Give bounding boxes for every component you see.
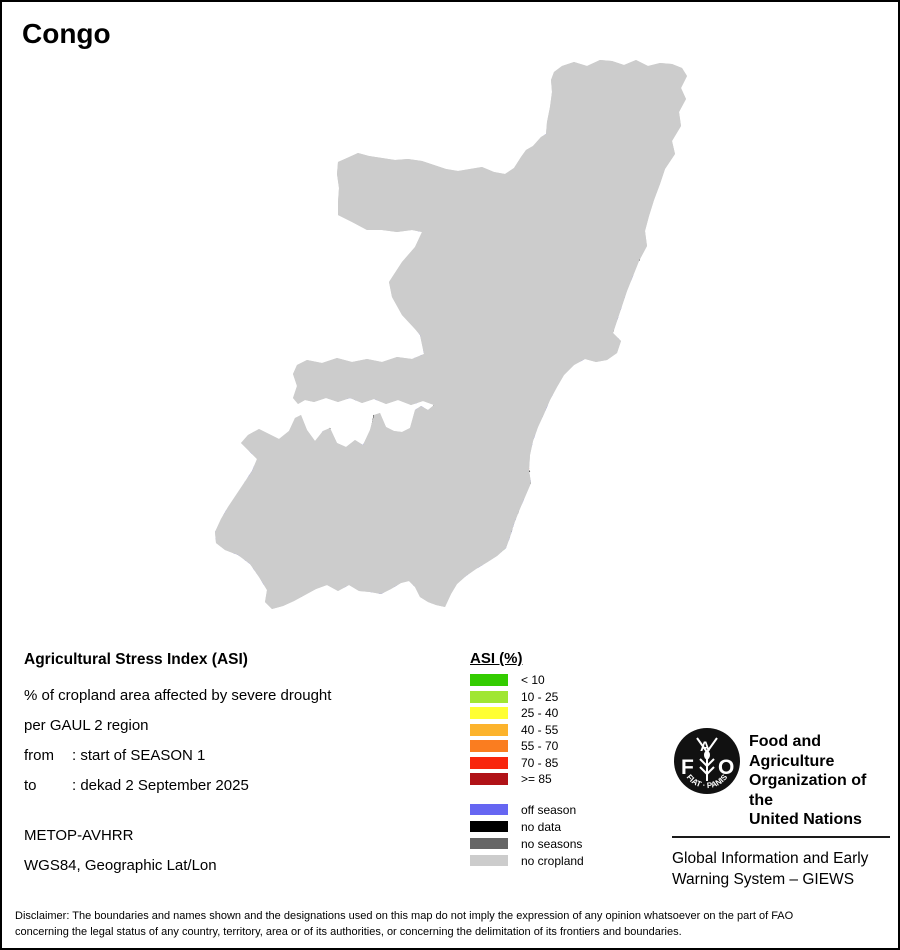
giews-name: Global Information and Early Warning Sys… [672, 848, 894, 890]
legend-row: no cropland [470, 853, 584, 868]
disclaimer-line2: concerning the legal status of any count… [15, 926, 682, 938]
fao-logo-letter-a: A [700, 738, 710, 754]
legend-color-swatch [470, 838, 508, 849]
legend-row: 70 - 85 [470, 755, 584, 770]
fao-name: Food and Agriculture Organization of the… [749, 726, 894, 830]
legend-row: off season [470, 802, 584, 817]
legend-label: 55 - 70 [521, 739, 559, 753]
giews-line1: Global Information and Early [672, 850, 869, 867]
giews-line2: Warning System – GIEWS [672, 871, 855, 888]
legend-color-swatch [470, 723, 508, 736]
legend-color-swatch [470, 773, 508, 785]
legend-label: no seasons [521, 836, 583, 851]
fao-footer-block: F A O FIAT · PANIS Food and Agri [672, 726, 894, 890]
legend-color-swatch [470, 804, 508, 815]
fao-logo-letter-o: O [718, 756, 734, 779]
info-to: to : dekad 2 September 2025 [24, 776, 464, 796]
disclaimer-text: Disclaimer: The boundaries and names sho… [15, 908, 889, 940]
to-value: : dekad 2 September 2025 [72, 777, 249, 794]
other-class-list: off season no data no seasons no croplan… [470, 802, 584, 868]
legend-color-swatch [470, 855, 508, 866]
legend-label: < 10 [521, 673, 545, 687]
fao-name-line2: Organization of the [749, 772, 867, 809]
legend-color-swatch [470, 756, 508, 769]
legend-row: < 10 [470, 673, 584, 687]
from-label: from [24, 747, 54, 764]
legend-label: 40 - 55 [521, 722, 559, 737]
fao-name-line1: Food and Agriculture [749, 733, 835, 770]
legend-label: 25 - 40 [521, 706, 559, 720]
legend-color-swatch [470, 674, 508, 686]
sensor-name: METOP-AVHRR [24, 827, 134, 844]
fao-logo-icon: F A O FIAT · PANIS [674, 728, 740, 794]
legend-color-swatch [470, 690, 508, 703]
wheat-grain [704, 750, 710, 760]
legend-color-swatch [470, 821, 508, 832]
legend-label: 10 - 25 [521, 689, 559, 704]
country-border [213, 58, 689, 611]
projection-name: WGS84, Geographic Lat/Lon [24, 857, 217, 874]
legend-color-swatch [470, 740, 508, 752]
asi-legend: ASI (%) < 10 10 - 25 25 - 40 [470, 650, 584, 872]
to-label: to [24, 777, 37, 794]
info-heading: Agricultural Stress Index (ASI) [24, 651, 248, 668]
fao-name-line3: United Nations [749, 811, 862, 828]
legend-label: off season [521, 802, 577, 817]
info-line1: % of cropland area affected by severe dr… [24, 687, 332, 704]
fao-divider [672, 835, 890, 838]
legend-label: >= 85 [521, 772, 552, 786]
asi-class-list: < 10 10 - 25 25 - 40 40 - 55 [470, 673, 584, 786]
legend-label: no data [521, 819, 562, 834]
legend-color-swatch [470, 707, 508, 719]
legend-row: 40 - 55 [470, 722, 584, 737]
info-from: from : start of SEASON 1 [24, 746, 464, 766]
legend-label: 70 - 85 [521, 755, 559, 770]
legend-row: no seasons [470, 836, 584, 851]
fao-logo-letter-f: F [681, 756, 694, 779]
legend-row: 25 - 40 [470, 706, 584, 720]
legend-row: no data [470, 819, 584, 834]
from-value: : start of SEASON 1 [72, 747, 206, 764]
legend-label: no cropland [521, 853, 584, 868]
map-info-block: Agricultural Stress Index (ASI) % of cro… [24, 650, 464, 886]
legend-row: 10 - 25 [470, 689, 584, 704]
info-line2: per GAUL 2 region [24, 717, 149, 734]
legend-row: >= 85 [470, 772, 584, 786]
legend-title: ASI (%) [470, 650, 523, 667]
legend-row: 55 - 70 [470, 739, 584, 753]
page-title: Congo [22, 18, 111, 49]
disclaimer-line1: Disclaimer: The boundaries and names sho… [15, 910, 794, 922]
